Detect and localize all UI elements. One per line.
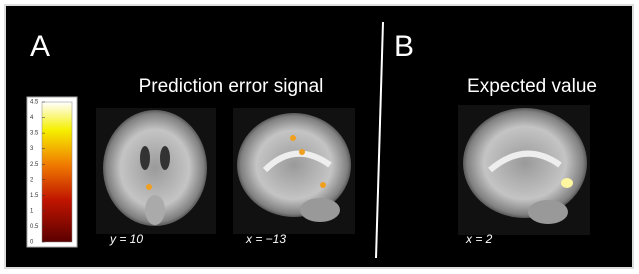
brain-slice	[233, 108, 355, 234]
tick-label: 0.5	[30, 224, 39, 230]
tick-label: 3.5	[30, 131, 39, 137]
panel-letter: B	[394, 30, 414, 63]
slice-label: x = 2	[465, 232, 493, 246]
brain-slice	[458, 105, 590, 235]
brain-slice	[96, 108, 216, 234]
slice-label: x = −13	[245, 232, 286, 246]
panel-title: Expected value	[467, 76, 597, 97]
colorbar: 00.511.522.533.544.5	[27, 97, 77, 247]
tick-label: 4.5	[30, 100, 39, 106]
tick-label: 1.5	[30, 193, 39, 199]
slice-label: y = 10	[109, 232, 143, 246]
panel-letter: A	[30, 30, 50, 63]
figure: A B Prediction error signal Expected val…	[0, 0, 639, 274]
tick-label: 2.5	[30, 162, 39, 168]
panel-title: Prediction error signal	[139, 76, 324, 97]
